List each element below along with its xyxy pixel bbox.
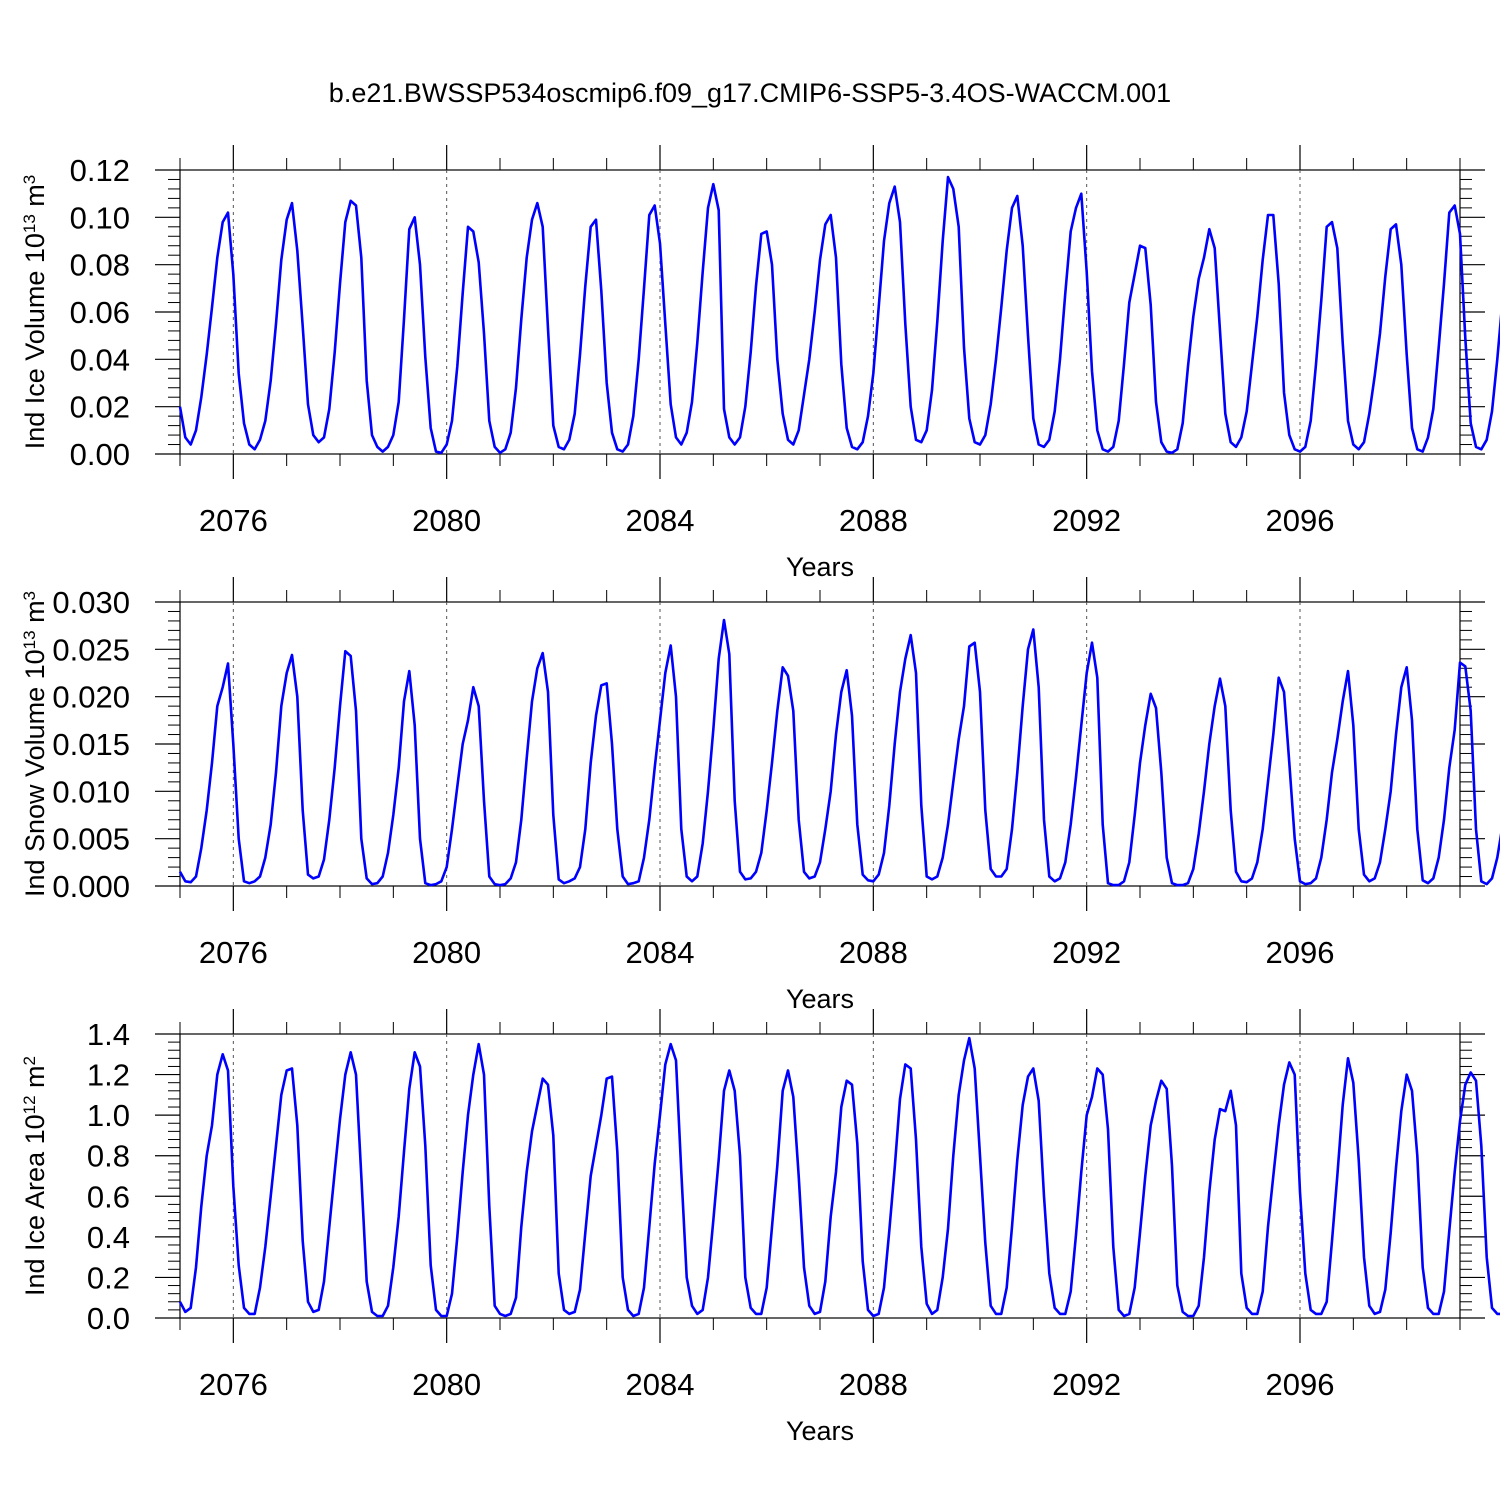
- figure-title: b.e21.BWSSP534oscmip6.f09_g17.CMIP6-SSP5…: [328, 78, 1172, 108]
- x-axis-label: Years: [786, 984, 854, 1014]
- series-line: [178, 1036, 1500, 1318]
- panel-ice-area: 0.0 0.2 0.4 0.6 0.8 1.0 1.2 1.4 2076 2080 2084 2088…: [20, 1009, 1500, 1446]
- y-tick-label: 0.6: [87, 1179, 130, 1214]
- y-tick-label: 0.12: [70, 153, 130, 188]
- y-tick-label: 0.010: [52, 774, 130, 809]
- panel-snow-volume: 0.000 0.005 0.010 0.015 0.020 0.025 0.030 2076 2…: [20, 577, 1500, 1014]
- x-tick-label: 2084: [626, 503, 695, 538]
- y-tick-label: 0.015: [52, 727, 130, 762]
- x-axis-label: Years: [786, 552, 854, 582]
- x-tick-label: 2080: [412, 935, 481, 970]
- x-tick-label: 2080: [412, 1367, 481, 1402]
- y-tick-label: 0.005: [52, 822, 130, 857]
- x-tick-label: 2076: [199, 503, 268, 538]
- x-tick-label: 2092: [1052, 503, 1121, 538]
- x-tick-label: 2084: [626, 935, 695, 970]
- y-tick-label: 0.02: [70, 390, 130, 425]
- y-tick-label: 0.10: [70, 200, 130, 235]
- y-tick-label: 0.00: [70, 437, 130, 472]
- x-tick-label: 2096: [1266, 935, 1335, 970]
- plot-frame: [179, 601, 1461, 887]
- x-tick-label: 2096: [1266, 503, 1335, 538]
- y-tick-label: 0.8: [87, 1139, 130, 1174]
- y-tick-label: 0.020: [52, 680, 130, 715]
- y-tick-label: 0.025: [52, 632, 130, 667]
- x-axis-label: Years: [786, 1416, 854, 1446]
- y-tick-label: 1.0: [87, 1098, 130, 1133]
- x-tick-label: 2084: [626, 1367, 695, 1402]
- x-tick-label: 2088: [839, 1367, 908, 1402]
- panel-ice-volume: 0.00 0.02 0.04 0.06 0.08 0.10 0.12 2076 2080 2084…: [20, 145, 1500, 582]
- x-tick-label: 2076: [199, 1367, 268, 1402]
- y-axis-label: Ind Ice Area 1012 m2: [20, 1056, 51, 1296]
- y-tick-label: 0.030: [52, 585, 130, 620]
- x-tick-label: 2096: [1266, 1367, 1335, 1402]
- x-tick-label: 2080: [412, 503, 481, 538]
- y-axis-label: Ind Snow Volume 1013 m3: [20, 591, 51, 897]
- series-line: [178, 618, 1500, 887]
- y-axis-label: Ind Ice Volume 1013 m3: [20, 175, 51, 450]
- x-tick-label: 2088: [839, 935, 908, 970]
- series-line: [178, 175, 1500, 455]
- y-tick-label: 1.4: [87, 1017, 130, 1052]
- x-tick-label: 2088: [839, 503, 908, 538]
- y-tick-label: 0.06: [70, 295, 130, 330]
- plot-frame: [179, 1033, 1461, 1319]
- y-tick-label: 0.2: [87, 1260, 130, 1295]
- plot-frame: [179, 169, 1461, 455]
- y-tick-label: 1.2: [87, 1058, 130, 1093]
- y-tick-label: 0.000: [52, 869, 130, 904]
- y-tick-label: 0.4: [87, 1220, 130, 1255]
- y-tick-label: 0.04: [70, 342, 130, 377]
- y-tick-label: 0.08: [70, 248, 130, 283]
- x-tick-label: 2076: [199, 935, 268, 970]
- x-tick-label: 2092: [1052, 1367, 1121, 1402]
- x-tick-label: 2092: [1052, 935, 1121, 970]
- y-tick-label: 0.0: [87, 1301, 130, 1336]
